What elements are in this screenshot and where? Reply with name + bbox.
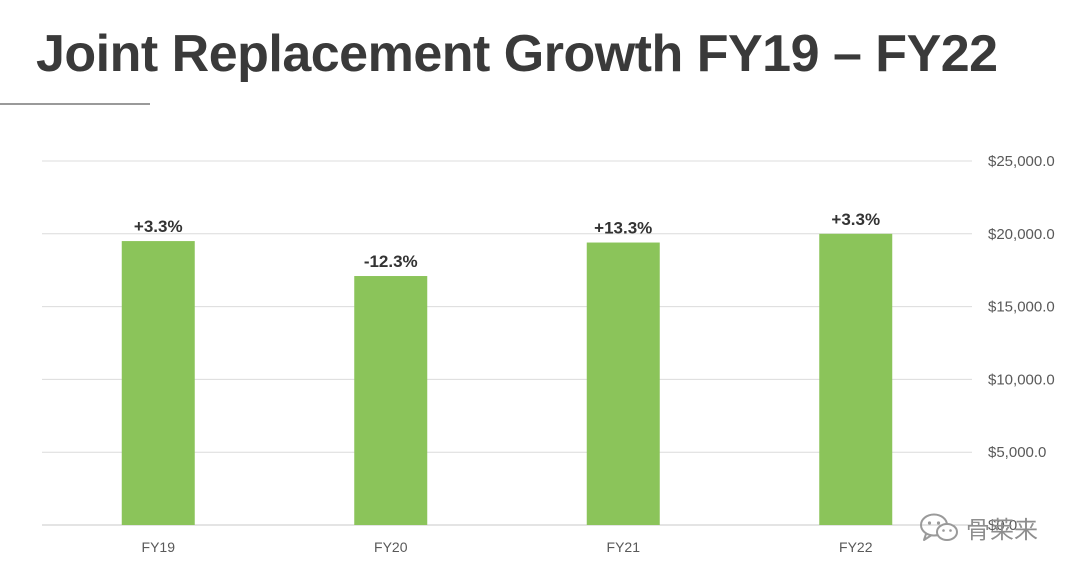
gridlines [42,160,972,526]
bars [121,233,893,526]
title-underline [0,103,150,105]
data-label: +13.3% [594,219,652,238]
x-tick-label: FY21 [607,539,641,555]
y-tick-label: $5,000.0 [988,444,1046,461]
data-label: +3.3% [134,217,183,236]
x-tick-label: FY19 [142,539,176,555]
bar [819,233,893,526]
bar [586,242,660,525]
watermark: 骨莱来 [918,510,1038,545]
wechat-icon [920,513,958,541]
y-tick-label: $10,000.0 [988,371,1055,388]
y-tick-label: $15,000.0 [988,299,1055,316]
x-tick-label: FY22 [839,539,873,555]
data-label: -12.3% [364,252,418,271]
bar [121,241,195,525]
x-axis-ticks: FY19 FY20 FY21 FY22 [142,539,873,555]
y-tick-label: $0.0 [988,517,1017,534]
data-label: +3.3% [831,210,880,229]
page-title: Joint Replacement Growth FY19 – FY22 [36,25,998,83]
y-tick-label: $20,000.0 [988,226,1055,243]
bar [354,276,428,525]
watermark-text: 骨莱来 [966,516,1038,544]
x-tick-label: FY20 [374,539,408,555]
y-axis-ticks: $0.0 $5,000.0 $10,000.0 $15,000.0 $20,000.0 $… [988,153,1055,534]
data-labels: +3.3% -12.3% +13.3% +3.3% [134,210,880,271]
y-tick-label: $25,000.0 [988,153,1055,170]
